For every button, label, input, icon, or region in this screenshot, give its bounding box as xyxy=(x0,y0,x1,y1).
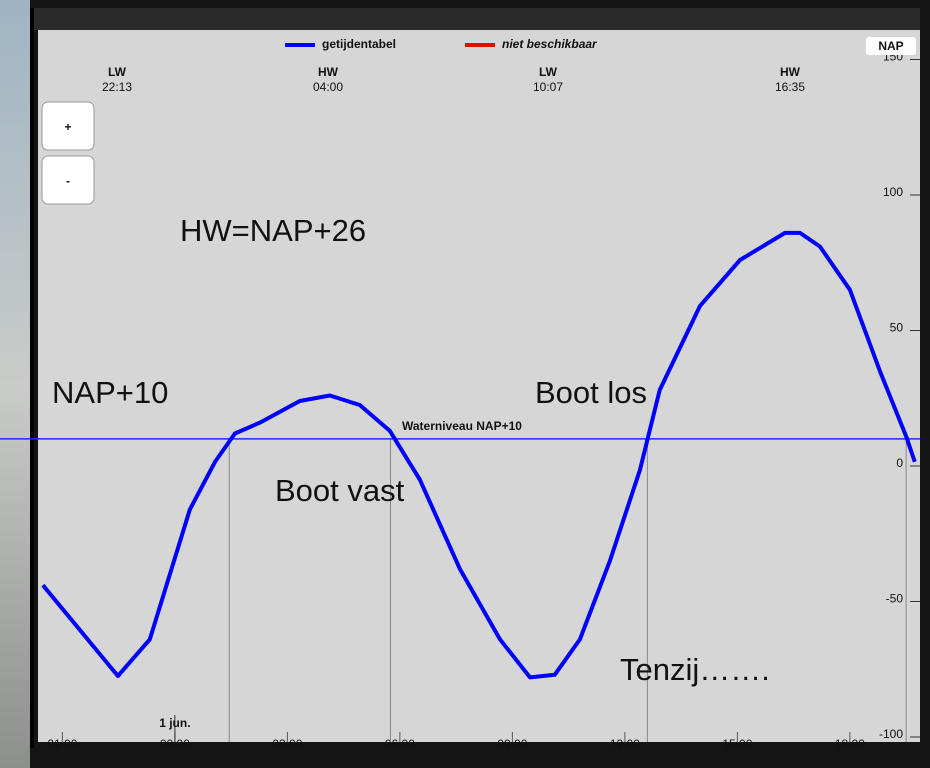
legend-label: getijdentabel xyxy=(322,37,396,51)
tide-time: 22:13 xyxy=(102,80,132,94)
chart-panel xyxy=(38,30,920,742)
annotation: Tenzij……. xyxy=(620,652,770,687)
annotation: NAP+10 xyxy=(52,375,168,410)
x-tick-label: 15.00 xyxy=(722,737,752,751)
annotation: HW=NAP+26 xyxy=(180,213,366,248)
photo-strip xyxy=(0,0,30,768)
top-bar xyxy=(30,8,920,30)
tide-type: LW xyxy=(539,65,558,79)
y-tick-label: 50 xyxy=(890,321,904,335)
x-tick-label: 21.00 xyxy=(47,737,77,751)
x-tick-label: 00.00 xyxy=(160,737,190,751)
legend-swatch xyxy=(465,43,495,47)
tide-type: HW xyxy=(318,65,339,79)
legend-label: niet beschikbaar xyxy=(502,37,598,51)
x-tick-label: 06.00 xyxy=(385,737,415,751)
y-tick-label: 0 xyxy=(896,456,903,470)
zoom-button-label[interactable]: + xyxy=(64,120,71,134)
x-tick-label: 03.00 xyxy=(272,737,302,751)
tide-time: 10:07 xyxy=(533,80,563,94)
x-tick-label: 18.00 xyxy=(835,737,865,751)
x-tick-label: 12.00 xyxy=(610,737,640,751)
tide-time: 16:35 xyxy=(775,80,805,94)
annotation: Boot vast xyxy=(275,473,405,508)
y-tick-label: -100 xyxy=(879,727,903,741)
tide-type: HW xyxy=(780,65,801,79)
y-tick-label: -50 xyxy=(886,592,904,606)
frame xyxy=(30,8,34,748)
tide-time: 04:00 xyxy=(313,80,343,94)
tide-type: LW xyxy=(108,65,127,79)
zoom-button[interactable] xyxy=(41,101,95,151)
y-tick-label: 100 xyxy=(883,185,903,199)
zoom-button[interactable] xyxy=(41,155,95,205)
tide-line xyxy=(41,230,917,680)
zoom-button-label[interactable]: - xyxy=(66,174,70,188)
x-tick-label: 09.00 xyxy=(497,737,527,751)
legend-swatch xyxy=(285,43,315,47)
annotation: Boot los xyxy=(535,375,647,410)
unit-label: NAP xyxy=(878,39,903,53)
date-label: 1 jun. xyxy=(159,716,190,730)
unit-box xyxy=(866,37,916,55)
reference-label: Waterniveau NAP+10 xyxy=(402,419,522,433)
